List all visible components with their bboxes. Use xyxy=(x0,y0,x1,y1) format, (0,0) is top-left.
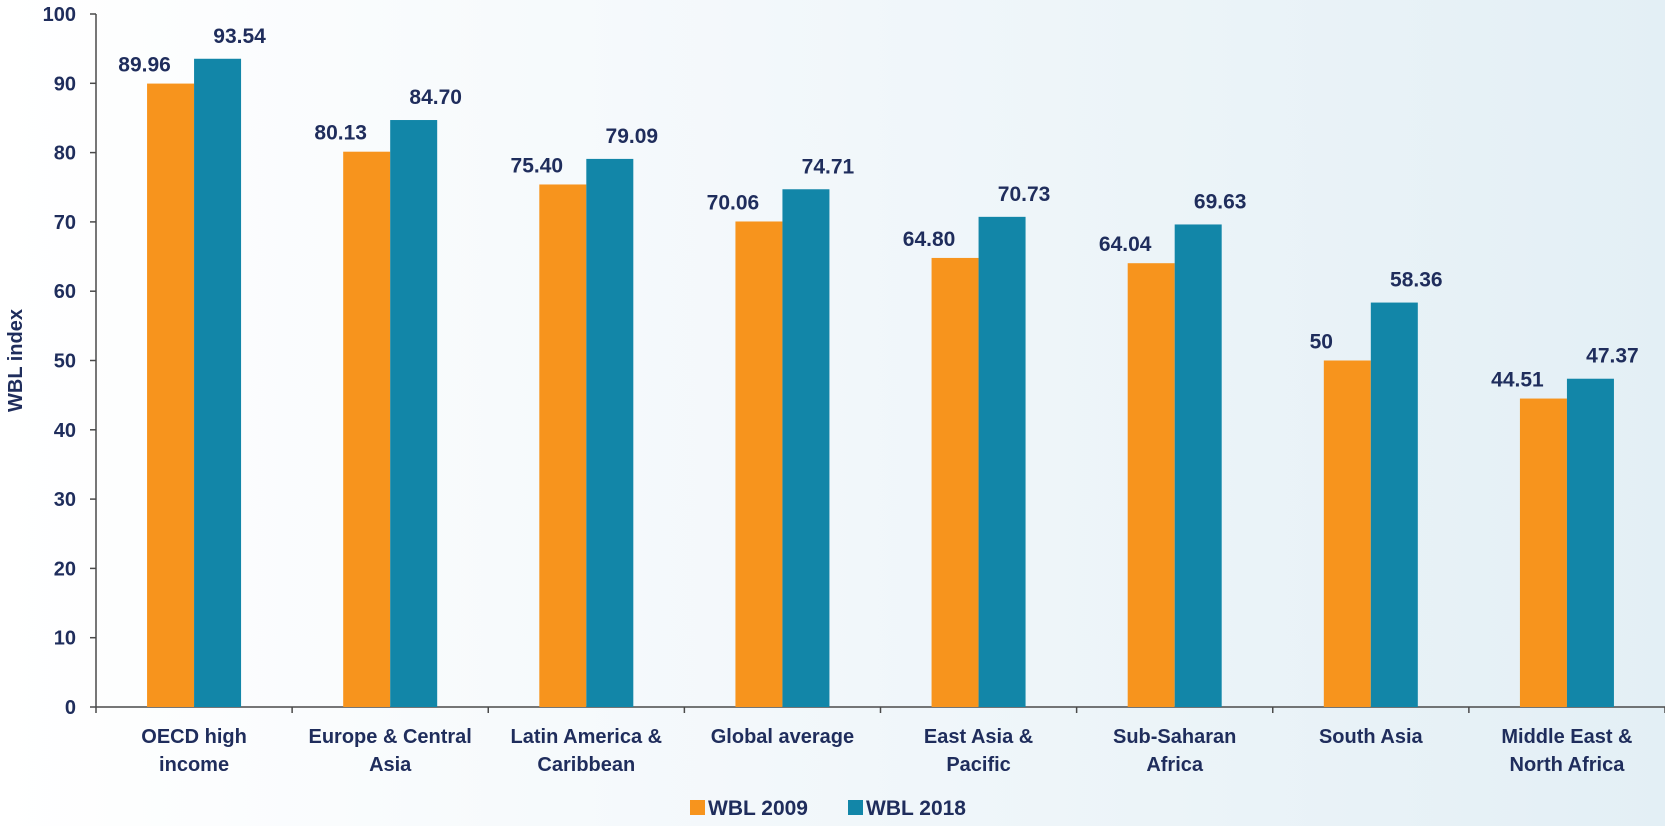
y-tick-label: 60 xyxy=(54,281,76,303)
data-label: 64.04 xyxy=(1099,233,1152,256)
x-category-label: Asia xyxy=(369,754,412,776)
x-category-label: Global average xyxy=(711,726,854,748)
x-category-label: Europe & Central xyxy=(309,726,472,748)
x-category-label: income xyxy=(159,754,229,776)
data-label: 64.80 xyxy=(903,228,956,251)
y-tick-label: 30 xyxy=(54,489,76,511)
bar-wbl-2018 xyxy=(978,216,1026,707)
y-tick-label: 20 xyxy=(54,558,76,580)
bar-wbl-2018 xyxy=(390,120,438,708)
bar-wbl-2009 xyxy=(1323,360,1371,707)
legend-label: WBL 2018 xyxy=(866,797,966,820)
x-category-label: OECD high xyxy=(141,726,247,748)
data-label: 44.51 xyxy=(1491,369,1544,392)
bar-wbl-2018 xyxy=(1370,302,1418,707)
x-category-label: Sub-Saharan xyxy=(1113,726,1236,748)
bar-wbl-2018 xyxy=(1174,224,1222,707)
data-label: 70.06 xyxy=(707,191,760,214)
data-label: 84.70 xyxy=(409,86,462,109)
x-category-label: Caribbean xyxy=(537,754,635,776)
x-category-label: Latin America & xyxy=(511,726,663,748)
y-tick-label: 50 xyxy=(54,351,76,373)
x-category-label: East Asia & xyxy=(924,726,1033,748)
data-label: 80.13 xyxy=(314,122,367,145)
y-tick-label: 10 xyxy=(54,628,76,650)
bar-wbl-2009 xyxy=(1519,398,1567,707)
legend-swatch xyxy=(690,800,705,815)
bar-wbl-2018 xyxy=(586,158,634,707)
bar-wbl-2018 xyxy=(782,189,830,707)
y-tick-label: 90 xyxy=(54,73,76,95)
data-label: 79.09 xyxy=(606,125,659,148)
data-label: 58.36 xyxy=(1390,269,1443,292)
y-tick-label: 80 xyxy=(54,143,76,165)
bar-wbl-2009 xyxy=(343,151,391,707)
y-tick-label: 40 xyxy=(54,420,76,442)
legend-label: WBL 2009 xyxy=(708,797,808,820)
data-label: 69.63 xyxy=(1194,190,1247,213)
legend-swatch xyxy=(848,800,863,815)
data-label: 75.40 xyxy=(511,154,564,177)
x-category-label: Pacific xyxy=(946,754,1010,776)
data-label: 50 xyxy=(1310,331,1333,354)
bar-wbl-2009 xyxy=(539,184,587,707)
data-label: 93.54 xyxy=(213,25,266,48)
data-label: 74.71 xyxy=(802,155,855,178)
x-category-label: North Africa xyxy=(1510,754,1626,776)
bar-wbl-2018 xyxy=(1566,378,1614,707)
y-tick-label: 0 xyxy=(65,697,76,719)
y-tick-label: 70 xyxy=(54,212,76,234)
bar-wbl-2009 xyxy=(931,257,979,707)
x-category-label: South Asia xyxy=(1319,726,1424,748)
x-category-label: Middle East & xyxy=(1501,726,1632,748)
x-category-label: Africa xyxy=(1146,754,1204,776)
y-tick-label: 100 xyxy=(43,4,76,26)
bar-wbl-2009 xyxy=(1127,263,1175,707)
data-label: 89.96 xyxy=(118,54,171,77)
bar-wbl-2018 xyxy=(194,58,242,707)
data-label: 70.73 xyxy=(998,183,1051,206)
data-label: 47.37 xyxy=(1586,345,1639,368)
bar-wbl-2009 xyxy=(735,221,783,708)
bar-wbl-2009 xyxy=(147,83,195,707)
y-axis-title: WBL index xyxy=(5,309,27,412)
